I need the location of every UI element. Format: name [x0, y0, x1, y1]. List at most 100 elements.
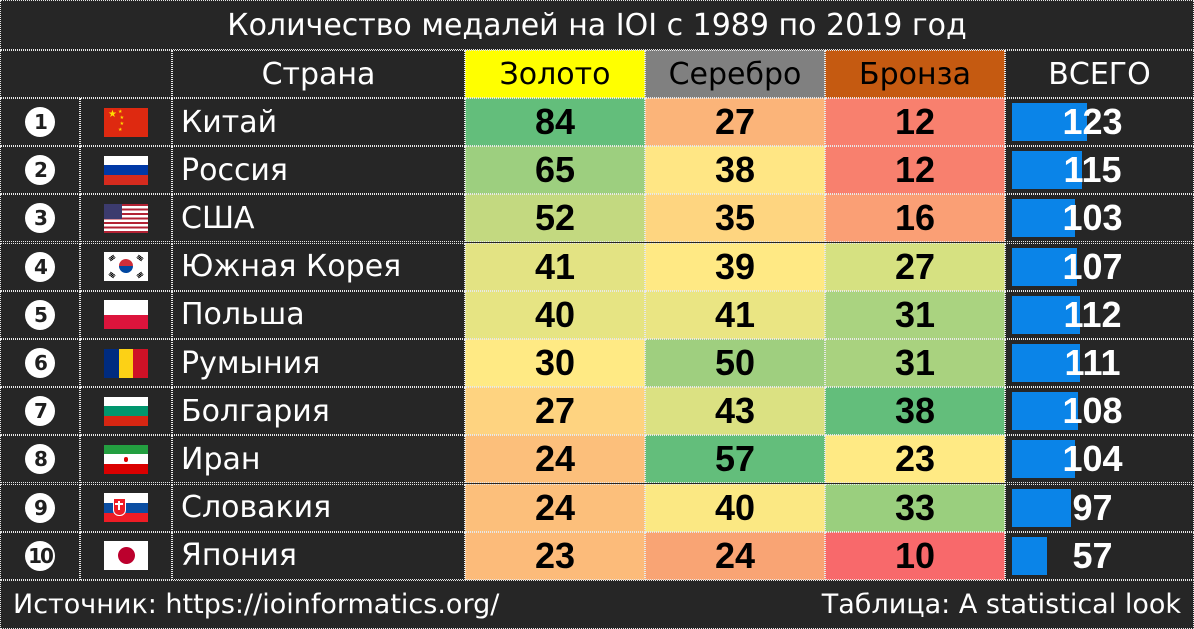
total-count: 115: [1063, 149, 1122, 191]
total-count: 108: [1062, 390, 1123, 432]
total-cell: 111: [1005, 339, 1194, 387]
total-data-bar: [1012, 199, 1075, 238]
total-count: 107: [1062, 245, 1123, 287]
bulgaria-flag-icon: [104, 396, 148, 426]
total-cell: 108: [1005, 387, 1194, 436]
header-silver: Серебро: [645, 50, 825, 98]
russia-flag-icon: [104, 155, 148, 185]
silver-count: 39: [645, 242, 825, 291]
rank-badge: 9: [25, 492, 55, 523]
rank-badge: 2: [25, 155, 55, 186]
table-title: Количество медалей на IOI с 1989 по 2019…: [0, 0, 1194, 50]
gold-count: 84: [465, 98, 645, 146]
country-name: США: [172, 194, 465, 243]
rank-badge: 1: [25, 107, 55, 137]
bronze-count: 31: [825, 290, 1005, 339]
gold-count: 41: [465, 242, 645, 291]
rank-cell: 9: [0, 483, 80, 532]
rank-cell: 6: [0, 339, 80, 387]
gold-count: 65: [465, 146, 645, 195]
flag-cell: [80, 531, 172, 580]
total-count: 123: [1062, 101, 1123, 142]
rank-badge: 7: [25, 396, 55, 427]
country-name: Румыния: [172, 339, 465, 387]
footer: Источник: https://ioinformatics.org/ Таб…: [0, 580, 1194, 629]
rank-cell: 1: [0, 98, 80, 146]
bronze-count: 31: [825, 339, 1005, 387]
japan-flag-icon: [104, 541, 148, 571]
total-cell: 57: [1005, 531, 1194, 580]
rank-badge: 3: [25, 203, 55, 234]
usa-flag-icon: [104, 203, 148, 233]
iran-flag-icon: [104, 444, 148, 474]
total-data-bar: [1012, 536, 1047, 575]
country-name: Южная Корея: [172, 242, 465, 291]
total-data-bar: [1012, 344, 1080, 382]
silver-count: 35: [645, 194, 825, 243]
bronze-count: 23: [825, 435, 1005, 484]
total-cell: 104: [1005, 435, 1194, 484]
total-data-bar: [1012, 392, 1078, 431]
slovakia-flag-icon: [104, 493, 148, 523]
flag-cell: [80, 194, 172, 243]
total-data-bar: [1012, 295, 1080, 334]
rank-cell: 4: [0, 242, 80, 291]
country-name: Словакия: [172, 483, 465, 532]
gold-count: 27: [465, 387, 645, 436]
country-name: Япония: [172, 531, 465, 580]
china-flag-icon: ★ ★ ★ ★ ★: [104, 107, 148, 137]
total-cell: 123: [1005, 98, 1194, 146]
rank-cell: 3: [0, 194, 80, 243]
flag-cell: [80, 146, 172, 195]
total-count: 97: [1072, 486, 1113, 528]
country-name: Польша: [172, 290, 465, 339]
source-text: Источник: https://ioinformatics.org/: [13, 589, 500, 620]
flag-cell: [80, 387, 172, 436]
total-data-bar: [1012, 440, 1075, 479]
flag-cell: [80, 435, 172, 484]
rank-cell: 8: [0, 435, 80, 484]
silver-count: 38: [645, 146, 825, 195]
total-data-bar: [1012, 488, 1071, 527]
poland-flag-icon: [104, 300, 148, 330]
bronze-count: 27: [825, 242, 1005, 291]
bronze-count: 16: [825, 194, 1005, 243]
country-name: Иран: [172, 435, 465, 484]
south-korea-flag-icon: [104, 252, 148, 282]
silver-count: 57: [645, 435, 825, 484]
rank-badge: 5: [25, 299, 55, 330]
country-name: Болгария: [172, 387, 465, 436]
total-data-bar: [1012, 247, 1077, 286]
gold-count: 40: [465, 290, 645, 339]
total-count: 103: [1062, 197, 1123, 239]
flag-cell: [80, 290, 172, 339]
total-count: 104: [1062, 438, 1123, 480]
credit-text: Таблица: A statistical look: [821, 589, 1181, 620]
bronze-count: 38: [825, 387, 1005, 436]
rank-badge: 10: [25, 540, 55, 571]
rank-cell: 2: [0, 146, 80, 195]
silver-count: 43: [645, 387, 825, 436]
bronze-count: 12: [825, 98, 1005, 146]
flag-cell: ★ ★ ★ ★ ★: [80, 98, 172, 146]
gold-count: 24: [465, 483, 645, 532]
rank-badge: 8: [25, 444, 55, 475]
total-data-bar: [1012, 103, 1087, 141]
total-cell: 103: [1005, 194, 1194, 243]
rank-badge: 4: [25, 251, 55, 282]
total-cell: 107: [1005, 242, 1194, 291]
bronze-count: 10: [825, 531, 1005, 580]
silver-count: 27: [645, 98, 825, 146]
flag-cell: [80, 483, 172, 532]
total-cell: 115: [1005, 146, 1194, 195]
gold-count: 24: [465, 435, 645, 484]
header-total: ВСЕГО: [1005, 50, 1194, 98]
gold-count: 52: [465, 194, 645, 243]
total-cell: 112: [1005, 290, 1194, 339]
total-cell: 97: [1005, 483, 1194, 532]
header-country: Страна: [172, 50, 465, 98]
total-count: 112: [1063, 293, 1122, 335]
flag-cell: [80, 339, 172, 387]
bronze-count: 33: [825, 483, 1005, 532]
